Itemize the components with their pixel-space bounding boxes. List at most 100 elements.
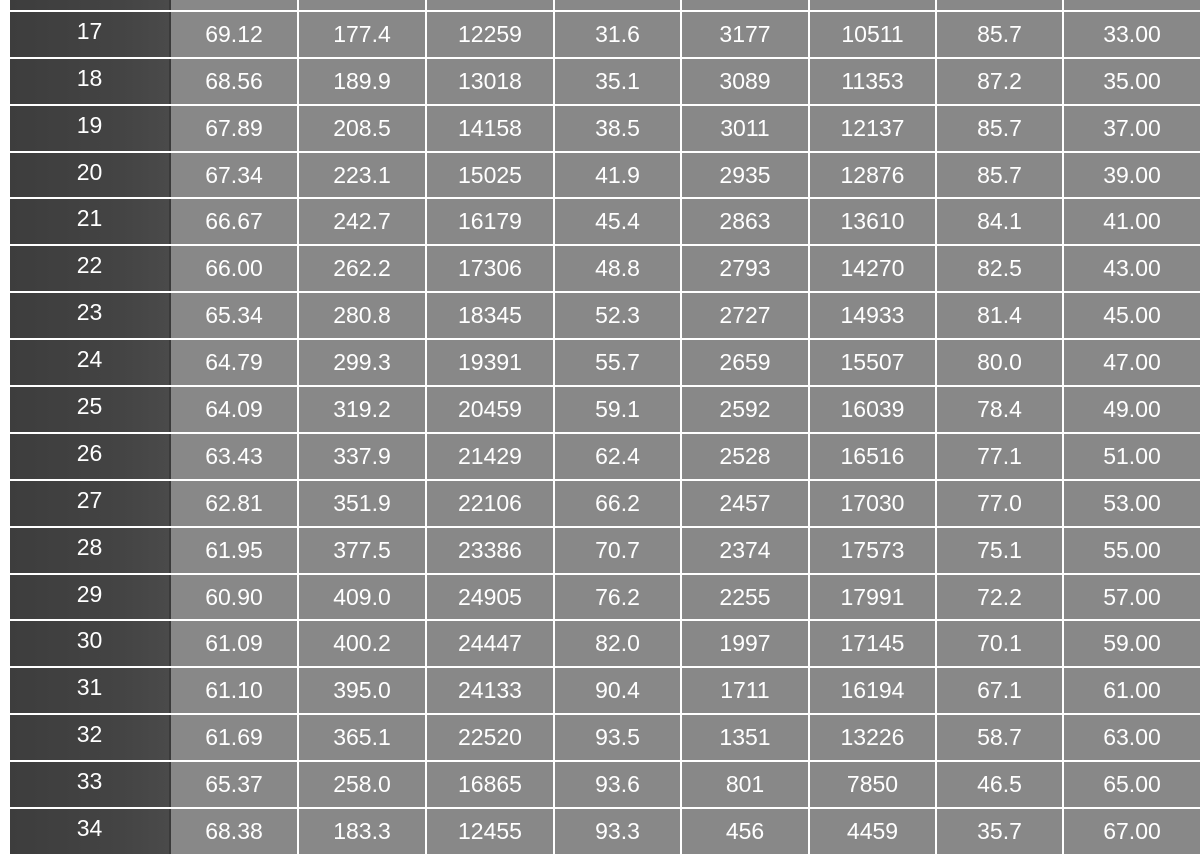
value-cell: 208.5 [297,103,427,153]
value-cell: 16039 [808,385,937,434]
value-cell: 93.6 [553,760,682,810]
table-body: 17 69.12 177.4 12259 31.6 3177 10511 85.… [10,0,1200,856]
table-row: 34 68.38 183.3 12455 93.3 456 4459 35.7 … [10,807,1200,856]
value-cell: 43.00 [1062,244,1200,294]
value-cell [425,0,555,12]
value-cell: 24905 [425,572,555,622]
value-cell: 17991 [808,572,937,622]
value-cell: 365.1 [297,713,427,763]
value-cell: 90.4 [553,666,682,716]
value-cell: 70.1 [935,619,1064,669]
value-cell: 456 [680,807,810,856]
value-cell: 3089 [680,56,810,106]
value-cell: 4459 [808,807,937,856]
value-cell: 55.00 [1062,525,1200,575]
value-cell: 16179 [425,197,555,247]
table-row: 25 64.09 319.2 20459 59.1 2592 16039 78.… [10,385,1200,434]
row-index-cell: 25 [10,385,171,434]
value-cell: 20459 [425,385,555,434]
value-cell: 3177 [680,9,810,59]
value-cell: 77.1 [935,431,1064,481]
value-cell: 33.00 [1062,9,1200,59]
row-index-cell: 21 [10,197,171,247]
value-cell: 1997 [680,619,810,669]
value-cell: 319.2 [297,385,427,434]
value-cell: 12455 [425,807,555,856]
table-row: 33 65.37 258.0 16865 93.6 801 7850 46.5 … [10,760,1200,810]
row-index-cell: 20 [10,150,171,200]
value-cell: 67.34 [169,150,299,200]
value-cell: 85.7 [935,9,1064,59]
value-cell: 17145 [808,619,937,669]
table-row: 27 62.81 351.9 22106 66.2 2457 17030 77.… [10,478,1200,528]
value-cell: 58.7 [935,713,1064,763]
value-cell: 80.0 [935,338,1064,388]
value-cell: 65.00 [1062,760,1200,810]
value-cell: 1711 [680,666,810,716]
row-index-cell: 24 [10,338,171,388]
value-cell: 801 [680,760,810,810]
table-row: 17 69.12 177.4 12259 31.6 3177 10511 85.… [10,9,1200,59]
value-cell: 41.00 [1062,197,1200,247]
value-cell: 53.00 [1062,478,1200,528]
value-cell: 14158 [425,103,555,153]
value-cell [1062,0,1200,12]
value-cell: 41.9 [553,150,682,200]
value-cell: 72.2 [935,572,1064,622]
value-cell: 63.00 [1062,713,1200,763]
value-cell: 2659 [680,338,810,388]
value-cell: 15507 [808,338,937,388]
value-cell: 81.4 [935,291,1064,341]
value-cell [553,0,682,12]
value-cell: 21429 [425,431,555,481]
value-cell: 62.81 [169,478,299,528]
value-cell: 258.0 [297,760,427,810]
value-cell: 17306 [425,244,555,294]
value-cell: 16865 [425,760,555,810]
table-row: 19 67.89 208.5 14158 38.5 3011 12137 85.… [10,103,1200,153]
value-cell: 1351 [680,713,810,763]
value-cell: 400.2 [297,619,427,669]
value-cell: 67.1 [935,666,1064,716]
value-cell: 377.5 [297,525,427,575]
value-cell: 61.69 [169,713,299,763]
value-cell: 67.89 [169,103,299,153]
row-index-cell: 30 [10,619,171,669]
value-cell: 93.3 [553,807,682,856]
value-cell: 68.56 [169,56,299,106]
value-cell: 409.0 [297,572,427,622]
table-row: 28 61.95 377.5 23386 70.7 2374 17573 75.… [10,525,1200,575]
value-cell: 46.5 [935,760,1064,810]
value-cell: 60.90 [169,572,299,622]
table-row: 22 66.00 262.2 17306 48.8 2793 14270 82.… [10,244,1200,294]
value-cell: 14933 [808,291,937,341]
value-cell: 48.8 [553,244,682,294]
value-cell: 65.34 [169,291,299,341]
value-cell: 14270 [808,244,937,294]
value-cell: 49.00 [1062,385,1200,434]
value-cell: 59.00 [1062,619,1200,669]
value-cell: 59.1 [553,385,682,434]
value-cell [935,0,1064,12]
value-cell: 51.00 [1062,431,1200,481]
value-cell: 337.9 [297,431,427,481]
value-cell: 223.1 [297,150,427,200]
data-table: 17 69.12 177.4 12259 31.6 3177 10511 85.… [10,0,1200,856]
value-cell: 2793 [680,244,810,294]
value-cell: 85.7 [935,150,1064,200]
value-cell: 2374 [680,525,810,575]
row-index-cell: 32 [10,713,171,763]
table-row: 20 67.34 223.1 15025 41.9 2935 12876 85.… [10,150,1200,200]
value-cell: 84.1 [935,197,1064,247]
value-cell: 70.7 [553,525,682,575]
data-table-container: 17 69.12 177.4 12259 31.6 3177 10511 85.… [10,0,1200,856]
value-cell: 64.79 [169,338,299,388]
table-row: 26 63.43 337.9 21429 62.4 2528 16516 77.… [10,431,1200,481]
value-cell: 18345 [425,291,555,341]
value-cell: 24133 [425,666,555,716]
value-cell: 35.00 [1062,56,1200,106]
row-index-cell: 34 [10,807,171,856]
table-row [10,0,1200,12]
value-cell: 38.5 [553,103,682,153]
value-cell: 280.8 [297,291,427,341]
